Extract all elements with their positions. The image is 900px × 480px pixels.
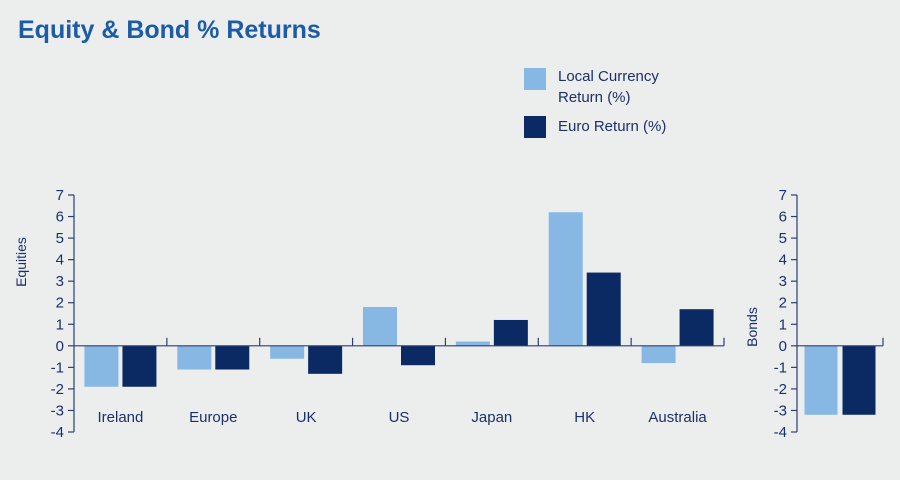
y-tick-label: -3 (51, 402, 64, 419)
y-axis-label: Bonds (744, 307, 760, 347)
y-tick-label: 6 (779, 209, 787, 226)
y-tick-label: -4 (774, 424, 787, 441)
bar-japan-local (455, 341, 490, 346)
legend-label-local: Local Currency Return (%) (558, 66, 659, 108)
y-tick-label: -4 (51, 424, 64, 441)
bar-europe-euro (215, 345, 250, 370)
legend-label-euro: Euro Return (%) (558, 118, 667, 135)
y-tick-label: -1 (51, 359, 64, 376)
x-tick-label: UK (296, 409, 317, 426)
y-tick-label: 7 (56, 187, 64, 204)
bar-japan-euro (493, 319, 528, 346)
y-tick-label: 0 (56, 338, 64, 355)
x-tick-label: Japan (471, 409, 512, 426)
chart-title: Equity & Bond % Returns (18, 16, 321, 44)
x-tick-label: Australia (648, 409, 707, 426)
x-tick-label: Europe (189, 409, 237, 426)
y-tick-label: 4 (56, 252, 64, 269)
bar-australia-euro (679, 309, 714, 346)
bar-us-euro (401, 345, 435, 366)
bar-hk-euro (586, 272, 621, 346)
legend-local-line2: Return (%) (558, 89, 631, 106)
legend-swatch-euro (524, 116, 546, 138)
y-tick-label: 3 (56, 273, 64, 290)
y-tick-label: -2 (774, 381, 787, 398)
bar-ireland-euro (122, 345, 157, 387)
y-tick-label: 1 (779, 316, 787, 333)
y-tick-label: 3 (779, 273, 787, 290)
bar-us-local (363, 307, 397, 346)
y-tick-label: -1 (774, 359, 787, 376)
y-tick-label: 2 (56, 295, 64, 312)
y-axis-label: Equities (13, 237, 29, 287)
bar-australia-local (641, 345, 676, 364)
bar-uk-local (270, 345, 305, 359)
bar-ireland-local (84, 345, 119, 387)
bar-uk-euro (308, 345, 343, 374)
y-tick-label: -3 (774, 402, 787, 419)
y-tick-label: 6 (56, 209, 64, 226)
x-tick-label: US (389, 409, 410, 426)
legend-swatch-local (524, 68, 546, 90)
y-tick-label: 5 (779, 230, 787, 247)
legend-local-line1: Local Currency (558, 68, 659, 85)
y-tick-label: 2 (779, 295, 787, 312)
y-tick-label: 0 (779, 338, 787, 355)
y-tick-label: -2 (51, 381, 64, 398)
y-tick-label: 4 (779, 252, 787, 269)
bar-europe-local (177, 345, 212, 370)
bar-bonds-euro (842, 345, 876, 415)
y-tick-label: 7 (779, 187, 787, 204)
x-tick-label: HK (574, 409, 595, 426)
y-tick-label: 1 (56, 316, 64, 333)
bar-hk-local (548, 212, 583, 346)
x-tick-label: Ireland (97, 409, 143, 426)
y-tick-label: 5 (56, 230, 64, 247)
bar-bonds-local (804, 345, 838, 415)
